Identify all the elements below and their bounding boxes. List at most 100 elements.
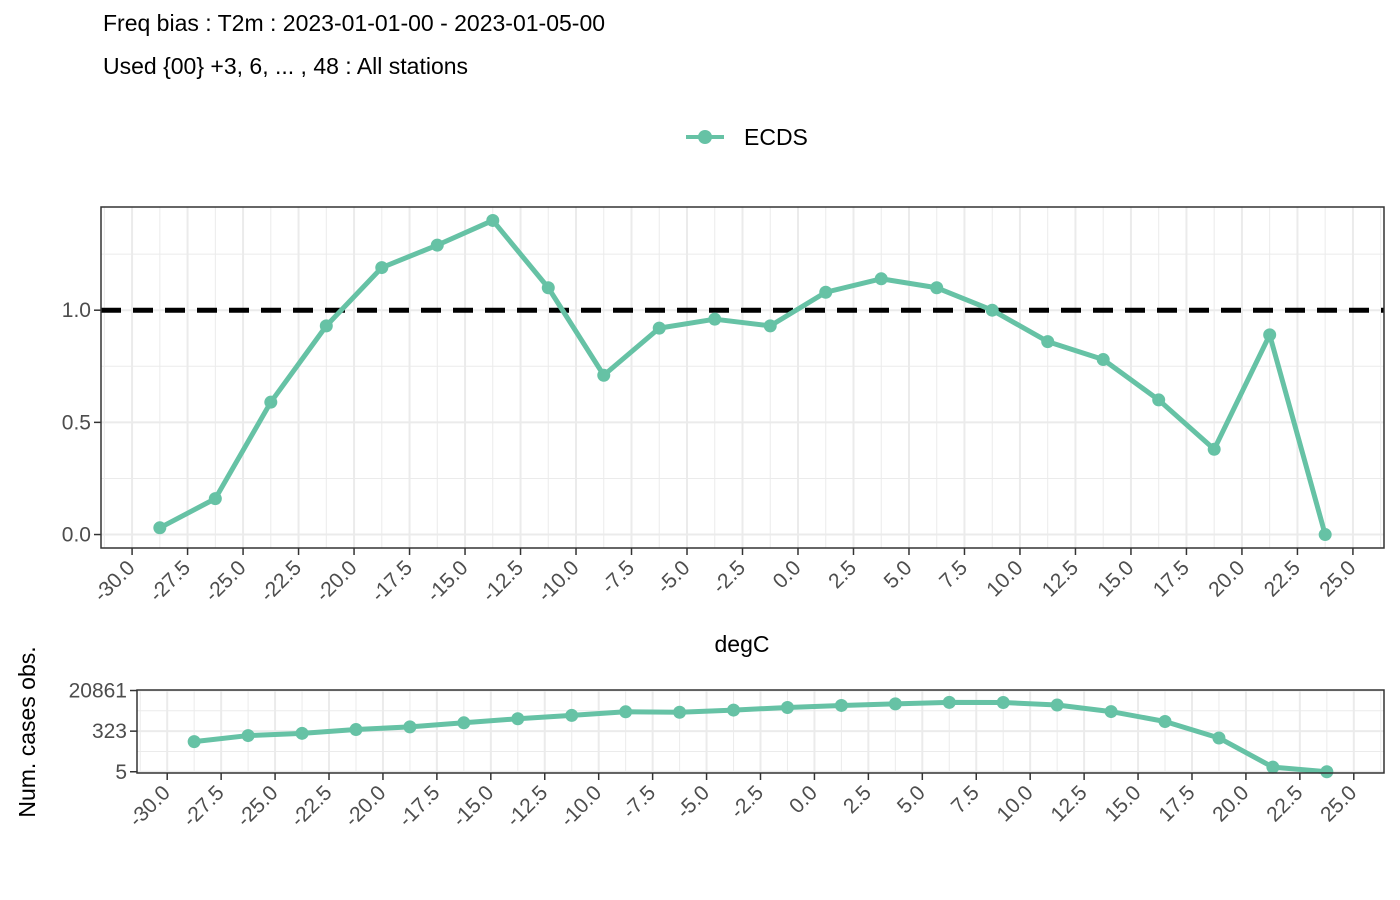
panel-border <box>136 689 1385 774</box>
x-tick-label: 15.0 <box>1093 556 1138 601</box>
data-point <box>1266 760 1280 774</box>
data-point <box>1318 528 1332 542</box>
x-tick-label: 12.5 <box>1046 781 1091 826</box>
legend-label-ecds: ECDS <box>744 123 808 150</box>
x-tick-label: 0.0 <box>785 781 822 818</box>
y-tick-label: 0.5 <box>62 411 91 434</box>
x-tick-label: 7.5 <box>935 556 972 593</box>
data-point <box>874 272 888 286</box>
legend-key-icon <box>684 120 726 154</box>
data-point <box>1096 353 1110 367</box>
x-tick-label: 5.0 <box>880 556 917 593</box>
x-tick-label: -17.5 <box>394 781 444 831</box>
x-tick-label: 2.5 <box>824 556 861 593</box>
data-point <box>319 319 333 333</box>
x-axis-title: degC <box>715 631 770 657</box>
data-point <box>486 213 500 227</box>
data-point <box>727 703 741 717</box>
series-line-cases <box>193 699 1328 775</box>
x-tick-label: 22.5 <box>1260 556 1305 601</box>
data-point <box>1158 714 1172 728</box>
data-point <box>1212 731 1226 745</box>
x-tick-label: 10.0 <box>993 781 1038 826</box>
y-axis-title: Num. cases obs. <box>14 646 40 817</box>
data-point <box>375 261 389 275</box>
x-tick-label: -5.0 <box>653 556 695 598</box>
data-point <box>430 238 444 252</box>
data-point <box>241 729 255 743</box>
data-point <box>1041 335 1055 349</box>
x-tick-label: 20.0 <box>1208 781 1253 826</box>
x-tick-label: -12.5 <box>478 556 528 606</box>
x-tick-label: -20.0 <box>311 556 361 606</box>
x-tick-label: -30.0 <box>89 556 139 606</box>
data-point <box>403 720 417 734</box>
x-tick-label: 5.0 <box>893 781 930 818</box>
x-tick-label: 15.0 <box>1100 781 1145 826</box>
x-tick-label: -2.5 <box>726 781 768 823</box>
y-tick-label: 0.0 <box>62 524 91 547</box>
x-tick-label: 12.5 <box>1038 556 1083 601</box>
data-point <box>153 521 167 535</box>
x-tick-label: 17.5 <box>1154 781 1199 826</box>
x-tick-label: -20.0 <box>340 781 390 831</box>
x-tick-label: 20.0 <box>1204 556 1249 601</box>
y-tick-label: 323 <box>92 720 127 743</box>
x-tick-label: -7.5 <box>597 556 639 598</box>
data-point <box>780 701 794 715</box>
data-point <box>565 708 579 722</box>
data-point <box>942 695 956 709</box>
y-tick-label: 1.0 <box>62 299 91 322</box>
y-tick-label: 20861 <box>69 680 127 703</box>
y-tick-label: 5 <box>115 761 127 784</box>
legend: ECDS <box>684 120 808 154</box>
x-tick-label: -27.5 <box>179 781 229 831</box>
x-tick-label: 25.0 <box>1316 781 1361 826</box>
x-tick-label: -30.0 <box>125 781 175 831</box>
x-tick-label: 10.0 <box>982 556 1027 601</box>
x-tick-label: 2.5 <box>839 781 876 818</box>
x-tick-label: -10.0 <box>556 781 606 831</box>
data-point <box>541 281 555 295</box>
x-tick-label: -22.5 <box>286 781 336 831</box>
data-point <box>1207 442 1221 456</box>
x-tick-label: 22.5 <box>1262 781 1307 826</box>
data-point <box>763 319 777 333</box>
x-tick-label: -2.5 <box>708 556 750 598</box>
x-tick-label: 0.0 <box>769 556 806 593</box>
x-tick-label: -25.0 <box>200 556 250 606</box>
x-tick-label: -25.0 <box>232 781 282 831</box>
x-tick-label: -17.5 <box>367 556 417 606</box>
data-point <box>511 712 525 726</box>
data-point <box>457 716 471 730</box>
data-point <box>708 312 722 326</box>
data-point <box>1104 705 1118 719</box>
data-point <box>1050 698 1064 712</box>
data-point <box>1263 328 1277 342</box>
data-point <box>888 697 902 711</box>
x-tick-label: -12.5 <box>502 781 552 831</box>
x-tick-label: -5.0 <box>672 781 714 823</box>
data-point <box>1320 765 1334 779</box>
x-tick-label: -22.5 <box>256 556 306 606</box>
data-point <box>619 705 633 719</box>
series-line-ecds <box>158 217 1328 536</box>
data-point <box>673 705 687 719</box>
data-point <box>187 735 201 749</box>
data-point <box>1152 393 1166 407</box>
data-point <box>996 696 1010 710</box>
x-tick-label: 7.5 <box>947 781 984 818</box>
x-tick-label: -27.5 <box>145 556 195 606</box>
panel-border <box>100 206 1385 549</box>
x-tick-label: -7.5 <box>618 781 660 823</box>
chart-title: Freq bias : T2m : 2023-01-01-00 - 2023-0… <box>103 10 606 36</box>
x-tick-label: -15.0 <box>422 556 472 606</box>
data-point <box>819 285 833 299</box>
data-point <box>652 321 666 335</box>
chart-subtitle: Used {00} +3, 6, ... , 48 : All stations <box>103 53 469 79</box>
x-tick-label: -15.0 <box>448 781 498 831</box>
x-tick-label: -10.0 <box>533 556 583 606</box>
data-point <box>208 492 222 506</box>
data-point <box>834 698 848 712</box>
